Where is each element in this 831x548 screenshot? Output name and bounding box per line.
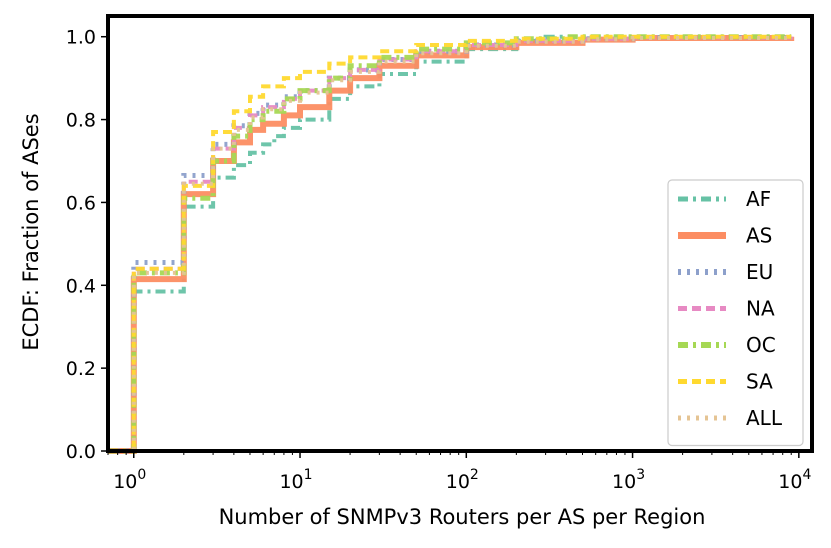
- legend-label-all: ALL: [746, 406, 783, 430]
- x-tick-label: 100: [113, 467, 146, 493]
- y-tick-label: 0.8: [66, 110, 96, 132]
- axes-layer: 0.0 0.2 0.4 0.6 0.8 1.0 100 101 102 103 104: [66, 14, 814, 493]
- x-tick-label: 102: [446, 467, 479, 493]
- legend-label-as: AS: [746, 224, 772, 248]
- y-tick-label: 0.6: [66, 192, 96, 214]
- legend-label-oc: OC: [746, 333, 776, 357]
- legend: AF AS EU NA OC SA ALL: [667, 179, 804, 447]
- y-axis-label: ECDF: Fraction of ASes: [19, 113, 43, 350]
- y-tick-label: 0.2: [66, 358, 96, 380]
- legend-label-af: AF: [746, 187, 771, 211]
- series-layer: [108, 34, 795, 454]
- legend-label-na: NA: [746, 297, 775, 321]
- x-tick-label: 101: [279, 467, 312, 493]
- x-axis-label: Number of SNMPv3 Routers per AS per Regi…: [219, 505, 706, 529]
- legend-box: [667, 179, 804, 447]
- y-tick-label: 0.4: [66, 275, 96, 297]
- y-tick-label: 0.0: [66, 441, 96, 463]
- legend-label-sa: SA: [746, 370, 773, 394]
- x-tick-label: 104: [778, 467, 811, 493]
- plot-frame: [106, 14, 814, 453]
- y-tick-label: 1.0: [66, 27, 96, 49]
- legend-label-eu: EU: [746, 260, 773, 284]
- x-tick-label: 103: [612, 467, 645, 493]
- series-line-all: [108, 36, 794, 453]
